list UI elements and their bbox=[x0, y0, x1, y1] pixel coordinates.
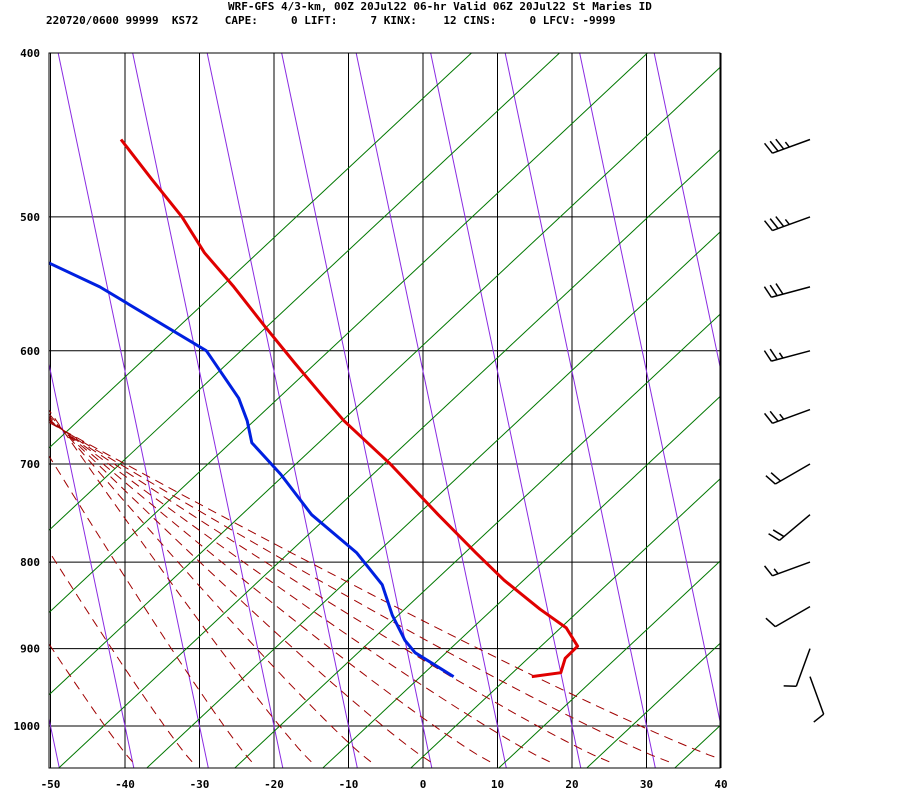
y-tick-label: 800 bbox=[20, 556, 40, 569]
x-tick-label: 40 bbox=[714, 778, 727, 791]
wind-barb bbox=[783, 648, 811, 687]
moist-adiabat bbox=[49, 421, 720, 760]
isotherm-line bbox=[355, 53, 507, 768]
y-tick-label: 600 bbox=[20, 345, 40, 358]
isotherm-line bbox=[504, 53, 656, 768]
wind-barbs bbox=[763, 138, 825, 723]
isotherm-line bbox=[206, 53, 358, 768]
dry-adiabat bbox=[58, 149, 720, 768]
stability-indices: 220720/0600 99999 KS72 CAPE: 0 LIFT: 7 K… bbox=[46, 14, 616, 27]
x-tick-label: -40 bbox=[115, 778, 135, 791]
moist-adiabat bbox=[49, 420, 610, 763]
isotherm-line bbox=[430, 53, 582, 768]
moist-adiabat bbox=[49, 413, 372, 763]
wind-barb bbox=[765, 463, 811, 485]
dry-adiabat bbox=[146, 231, 720, 768]
dry-adiabat bbox=[674, 725, 720, 768]
x-tick-label: -50 bbox=[41, 778, 61, 791]
moist-adiabat bbox=[49, 417, 491, 763]
isotherm-line bbox=[57, 53, 209, 768]
x-tick-label: 30 bbox=[640, 778, 653, 791]
dry-adiabat bbox=[808, 41, 900, 800]
dry-adiabat bbox=[49, 53, 649, 614]
y-tick-label: 700 bbox=[20, 458, 40, 471]
plot-border bbox=[48, 52, 721, 769]
wind-barb bbox=[763, 216, 811, 232]
plot-frame bbox=[48, 52, 721, 769]
isotherm-line bbox=[49, 361, 135, 768]
thermo-lines bbox=[49, 41, 900, 800]
wind-barb bbox=[763, 283, 811, 298]
isotherm-line bbox=[653, 53, 720, 369]
axis-labels: -50 -40 -30 -20 -10 0 10 20 30 40 400 500 600 700 800 9… bbox=[14, 47, 728, 791]
x-tick-label: -10 bbox=[339, 778, 359, 791]
wind-barb bbox=[768, 514, 811, 542]
dry-adiabat bbox=[896, 41, 900, 800]
chart-title: WRF-GFS 4/3-km, 00Z 20Jul22 06-hr Valid … bbox=[228, 0, 652, 13]
y-tick-label: 400 bbox=[20, 47, 40, 60]
x-tick-label: 10 bbox=[491, 778, 504, 791]
dewpoint-profile bbox=[49, 261, 455, 678]
isotherm-line bbox=[281, 53, 433, 768]
dry-adiabat bbox=[720, 41, 900, 800]
wind-barb bbox=[763, 408, 811, 424]
moist-adiabat bbox=[49, 409, 312, 763]
dry-adiabat bbox=[322, 395, 720, 768]
dry-adiabat bbox=[49, 53, 561, 531]
moist-adiabat bbox=[49, 419, 550, 763]
dry-adiabat bbox=[586, 642, 720, 768]
wind-barb bbox=[763, 561, 811, 577]
isotherm-line bbox=[729, 53, 879, 768]
y-tick-label: 500 bbox=[20, 211, 40, 224]
wind-barb bbox=[763, 138, 811, 154]
isotherm-line bbox=[132, 53, 284, 768]
wind-barb bbox=[763, 348, 811, 362]
x-tick-label: 0 bbox=[420, 778, 427, 791]
x-tick-label: -30 bbox=[190, 778, 210, 791]
dry-adiabat bbox=[49, 53, 473, 449]
isotherm-line bbox=[579, 53, 720, 724]
moist-adiabat bbox=[49, 642, 133, 763]
wind-barb bbox=[809, 676, 825, 723]
dry-adiabat bbox=[410, 478, 720, 768]
dry-adiabat bbox=[498, 560, 720, 768]
y-tick-label: 1000 bbox=[14, 720, 41, 733]
sounding-profiles bbox=[49, 138, 580, 679]
wind-barb bbox=[765, 605, 811, 628]
temperature-profile bbox=[119, 138, 580, 679]
x-tick-label: 20 bbox=[565, 778, 578, 791]
moist-adiabat bbox=[49, 550, 193, 763]
moist-adiabat bbox=[49, 454, 253, 763]
moist-adiabat bbox=[49, 421, 670, 763]
dry-adiabat bbox=[234, 313, 720, 768]
y-tick-label: 900 bbox=[20, 643, 40, 656]
moist-adiabat bbox=[49, 415, 431, 763]
x-tick-label: -20 bbox=[264, 778, 284, 791]
dry-adiabat bbox=[49, 66, 720, 696]
